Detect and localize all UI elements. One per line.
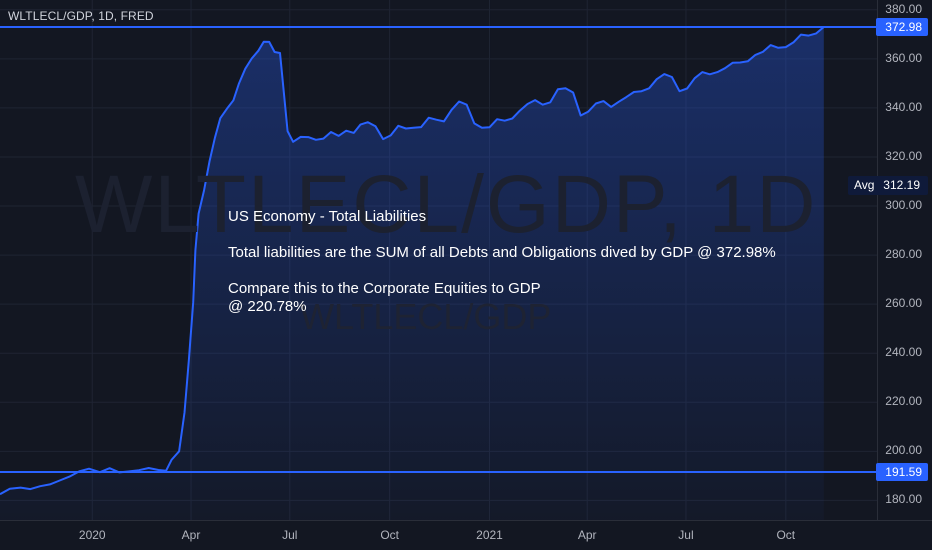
y-tick-label: 280.00 [885, 247, 922, 262]
y-tick-label: 340.00 [885, 99, 922, 114]
series-line[interactable] [0, 26, 825, 496]
x-tick-label: Apr [181, 528, 201, 542]
y-tick-label: 300.00 [885, 198, 922, 213]
annotation-line-2: Total liabilities are the SUM of all Deb… [228, 244, 776, 261]
annotation-line-4: @ 220.78% [228, 298, 307, 315]
y-tick-label: 380.00 [885, 1, 922, 16]
series-area-fill [0, 27, 824, 520]
average-label-text: Avg [854, 178, 875, 192]
watermark-symbol-small: WLTLECL/GDP [300, 296, 552, 337]
x-tick-label: 2020 [78, 528, 106, 542]
y-tick-label: 260.00 [885, 296, 922, 311]
x-tick-label: Apr [577, 528, 597, 542]
y-tick-label: 320.00 [885, 148, 922, 163]
y-tick-label: 240.00 [885, 345, 922, 360]
average-label-value: 312.19 [883, 178, 920, 192]
y-tick-label: 180.00 [885, 492, 922, 507]
annotation-line-3: Compare this to the Corporate Equities t… [228, 280, 541, 297]
x-tick-label: 2021 [476, 528, 503, 542]
chart-title[interactable]: WLTLECL/GDP, 1D, FRED [8, 9, 154, 23]
y-tick-label: 200.00 [885, 443, 922, 458]
x-tick-label: Jul [282, 528, 298, 542]
x-tick-label: Jul [678, 528, 694, 542]
low-line-label: 191.59 [876, 462, 928, 481]
y-tick-label: 220.00 [885, 394, 922, 409]
y-tick-label: 360.00 [885, 50, 922, 65]
x-tick-label: Oct [380, 528, 399, 542]
x-tick-label: Oct [776, 528, 796, 542]
watermark-symbol-large: WLTLECL/GDP, 1D [75, 159, 818, 250]
last-price-label: 372.98 [876, 18, 928, 37]
annotation-line-1: US Economy - Total Liabilities [228, 208, 427, 225]
average-label: Avg 312.19 [848, 176, 928, 195]
text-annotation[interactable]: US Economy - Total Liabilities Total lia… [228, 208, 776, 316]
